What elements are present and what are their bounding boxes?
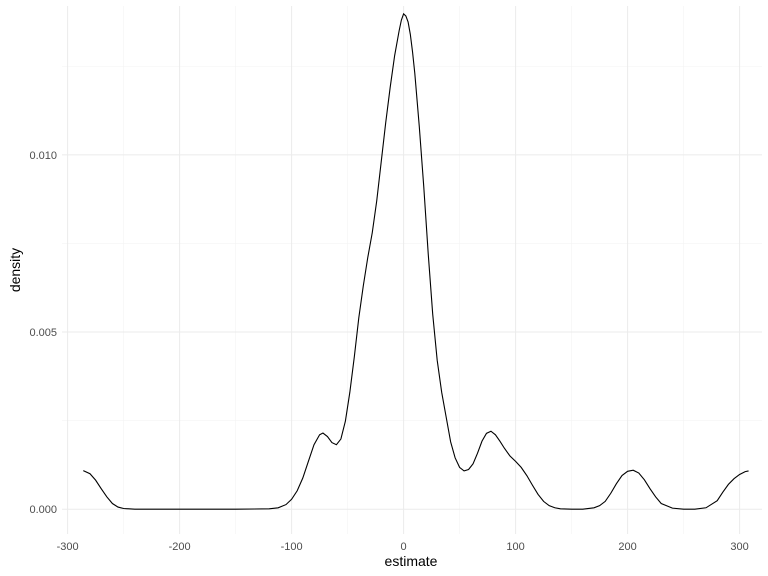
x-tick-label: -200	[169, 541, 191, 553]
y-tick-label: 0.000	[29, 504, 57, 516]
y-tick-label: 0.010	[29, 150, 57, 162]
x-tick-label: 0	[401, 541, 407, 553]
tick-labels: -300 -200 -100 0 100 200 300 0.000 0.005 0.010	[29, 150, 748, 553]
y-tick-label: 0.005	[29, 327, 57, 339]
x-tick-label: -100	[281, 541, 303, 553]
x-tick-label: 100	[506, 541, 524, 553]
x-tick-label: -300	[57, 541, 79, 553]
x-axis-title: estimate	[385, 553, 438, 569]
grid	[62, 6, 762, 534]
x-tick-label: 200	[618, 541, 636, 553]
y-axis-title: density	[7, 248, 23, 292]
x-tick-label: 300	[730, 541, 748, 553]
density-line	[83, 12, 749, 510]
